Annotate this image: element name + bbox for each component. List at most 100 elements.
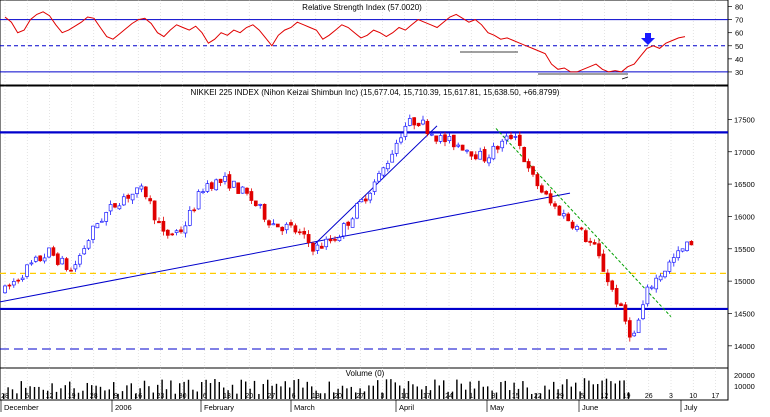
candle-body <box>179 229 183 233</box>
x-day-label: 5 <box>580 393 584 400</box>
volume-bar <box>451 391 454 399</box>
x-day-label: 28 <box>90 393 98 400</box>
volume-bar <box>553 381 555 399</box>
candle-body <box>610 280 615 290</box>
candle-body <box>192 209 197 212</box>
volume-bar <box>447 391 449 399</box>
candle-body <box>469 151 474 157</box>
volume-bar <box>130 383 132 399</box>
candle-body <box>126 194 131 199</box>
candle-body <box>658 275 663 281</box>
volume-bar <box>605 378 608 399</box>
candle-body <box>429 133 434 136</box>
volume-bar <box>297 379 300 399</box>
volume-bar <box>434 379 436 399</box>
rsi-layer <box>0 11 728 80</box>
x-day-label: 30 <box>179 393 187 400</box>
x-day-label: 1 <box>469 393 473 400</box>
volume-bar <box>390 379 392 399</box>
volume-bar <box>443 380 445 399</box>
candle-body <box>451 134 456 148</box>
candle-body <box>271 223 276 226</box>
x-day-label: 17 <box>423 393 431 400</box>
x-day-label: 19 <box>623 393 631 400</box>
volume-bar <box>597 384 599 399</box>
candle-body <box>108 204 113 212</box>
volume-bar <box>311 386 313 399</box>
x-day-label: 3 <box>380 393 384 400</box>
candle-body <box>500 140 505 149</box>
volume-bar <box>289 387 291 399</box>
volume-bar <box>60 388 62 399</box>
volume-bar <box>363 391 366 399</box>
volume-bar <box>513 382 515 399</box>
candle-body <box>399 137 403 143</box>
candle-body <box>86 240 91 249</box>
volume-bar <box>482 386 484 399</box>
x-day-label: 6 <box>203 393 207 400</box>
volume-bar <box>614 383 616 399</box>
rsi-tick-label: 70 <box>735 16 743 25</box>
volume-bar <box>491 390 493 399</box>
candle-body <box>262 203 267 220</box>
volume-bar <box>258 393 260 399</box>
price-tick-label: 15000 <box>734 277 755 286</box>
candle-body <box>346 221 351 226</box>
candle-body <box>258 203 263 206</box>
candle-body <box>447 135 452 142</box>
x-month-label: July <box>684 403 698 412</box>
volume-bar <box>407 381 410 399</box>
volume-bar <box>561 384 564 399</box>
volume-bar <box>548 389 550 399</box>
candle-body <box>513 136 518 138</box>
price-tick-label: 17000 <box>734 148 755 157</box>
volume-bar <box>77 392 80 399</box>
candle-body <box>627 320 632 338</box>
x-day-label: 13 <box>223 393 231 400</box>
candle-body <box>95 223 100 229</box>
candle-body <box>394 142 399 154</box>
price-tick-label: 15500 <box>734 245 755 254</box>
volume-bar <box>610 381 612 399</box>
volume-bar <box>16 393 18 399</box>
candle-body <box>73 264 78 270</box>
price-tick-label: 16500 <box>734 180 755 189</box>
candle-body <box>60 257 65 265</box>
downtrend-line <box>495 128 672 318</box>
candle-body <box>29 262 34 265</box>
volume-bar <box>319 393 322 399</box>
candle-body <box>561 213 566 217</box>
candle-body <box>689 240 694 246</box>
volume-bar <box>341 385 344 399</box>
volume-bar <box>179 383 181 399</box>
volume-bar <box>135 393 137 399</box>
x-day-label: 17 <box>712 393 720 400</box>
candle-body <box>236 182 241 194</box>
volume-bar <box>284 381 286 399</box>
candle-body <box>11 281 16 286</box>
volume-bar <box>495 392 498 399</box>
x-day-label: 29 <box>556 393 564 400</box>
x-month-label: December <box>4 403 39 412</box>
volume-bar <box>64 385 66 399</box>
volume-bar <box>192 389 194 399</box>
volume-bar <box>113 382 115 399</box>
x-month-label: March <box>294 403 315 412</box>
volume-bar <box>328 381 330 399</box>
volume-bar <box>51 383 53 399</box>
candle-body <box>152 200 157 221</box>
candle-body <box>16 279 21 282</box>
candle-body <box>38 255 43 262</box>
candle-body <box>201 191 205 194</box>
volume-bar <box>306 381 308 399</box>
candle-body <box>645 286 650 305</box>
candle-body <box>407 118 412 126</box>
candle-body <box>588 240 593 243</box>
volume-bar <box>465 389 467 399</box>
candle-body <box>223 175 227 182</box>
candle-body <box>667 261 672 272</box>
rsi-tick-label: 50 <box>735 42 743 51</box>
x-day-label: 27 <box>356 393 364 400</box>
candle-body <box>597 243 601 257</box>
candle-body <box>671 257 676 263</box>
